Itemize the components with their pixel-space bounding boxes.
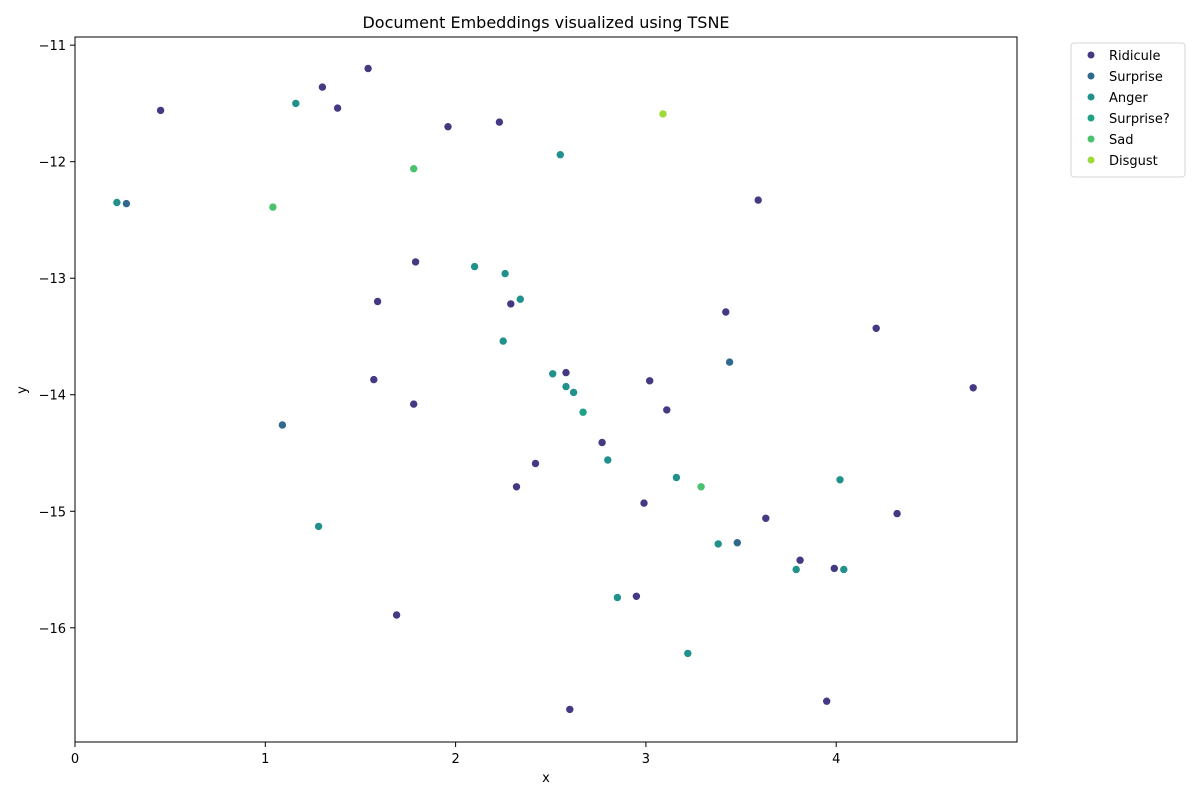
y-tick-label: −16	[39, 622, 66, 637]
legend-marker	[1087, 156, 1095, 164]
data-point	[112, 198, 122, 207]
x-tick-label: 3	[642, 752, 650, 767]
data-point	[639, 498, 649, 508]
legend-marker	[1087, 135, 1095, 143]
data-point	[725, 357, 734, 367]
data-point	[122, 199, 131, 208]
legend-label: Sad	[1109, 133, 1133, 148]
data-point	[156, 106, 165, 115]
data-point	[732, 538, 742, 548]
data-point	[753, 195, 763, 205]
series-anger	[112, 99, 849, 658]
plot-frame	[74, 36, 1018, 743]
axes: 0 1 2 3 4 −16 −15 −14 −13 −12 −11	[39, 36, 1018, 767]
data-point	[561, 382, 571, 391]
data-point	[333, 103, 342, 113]
data-point	[291, 99, 301, 108]
data-point	[443, 122, 453, 131]
series-surprise	[578, 407, 588, 417]
data-point	[318, 82, 327, 92]
data-point	[569, 388, 578, 397]
data-point	[892, 509, 902, 518]
data-point	[565, 705, 575, 714]
y-tick-label: −12	[39, 156, 66, 171]
data-point	[645, 376, 655, 386]
data-point	[531, 459, 540, 468]
data-point	[363, 64, 373, 73]
x-tick-label: 4	[832, 752, 840, 767]
series-disgust	[658, 109, 668, 119]
data-point	[613, 593, 622, 602]
data-point	[662, 405, 672, 415]
data-point	[506, 299, 516, 309]
y-tick-label: −11	[39, 39, 66, 54]
data-point	[795, 555, 805, 565]
data-point	[683, 649, 693, 658]
data-point	[829, 564, 839, 573]
data-point	[696, 482, 706, 492]
data-point	[373, 297, 382, 306]
x-axis-title: x	[542, 771, 550, 786]
data-point	[672, 473, 681, 482]
plot-area	[112, 64, 978, 714]
data-point	[515, 294, 525, 304]
legend-label: Ridicule	[1109, 49, 1161, 64]
data-point	[603, 455, 613, 465]
x-tick-label: 1	[261, 752, 269, 767]
data-point	[791, 565, 801, 574]
data-point	[498, 336, 508, 346]
data-point	[871, 323, 881, 333]
legend-marker	[1087, 72, 1095, 80]
data-point	[495, 117, 504, 127]
y-axis-title: y	[15, 386, 30, 394]
data-point	[314, 522, 323, 531]
data-point	[597, 438, 607, 447]
x-tick-label: 2	[451, 752, 459, 767]
data-point	[500, 269, 510, 278]
legend-marker	[1087, 51, 1095, 59]
data-point	[561, 368, 571, 377]
data-point	[713, 539, 723, 549]
data-point	[761, 513, 771, 523]
legend: Ridicule Surprise Anger Surprise? Sad Disgust	[1070, 42, 1186, 178]
data-point	[470, 262, 479, 271]
data-point	[409, 164, 419, 173]
data-point	[968, 383, 978, 393]
legend-marker	[1087, 114, 1095, 122]
data-point	[409, 399, 419, 409]
series-ridicule	[156, 64, 978, 714]
data-point	[548, 369, 558, 379]
y-tick-label: −13	[39, 272, 66, 287]
data-point	[392, 610, 401, 620]
series-surprise	[122, 199, 742, 548]
data-point	[278, 420, 287, 430]
y-tick-label: −14	[39, 389, 66, 404]
data-point	[835, 475, 845, 485]
chart-title: Document Embeddings visualized using TSN…	[362, 13, 729, 32]
legend-marker	[1087, 93, 1095, 101]
data-point	[578, 407, 588, 417]
data-point	[721, 307, 731, 317]
legend-box	[1070, 42, 1186, 178]
legend-label: Surprise?	[1109, 112, 1170, 127]
y-tick-label: −15	[39, 505, 66, 520]
data-point	[512, 482, 521, 492]
x-tick-label: 0	[71, 752, 79, 767]
data-point	[822, 696, 832, 706]
data-point	[369, 375, 379, 384]
data-point	[839, 565, 849, 574]
legend-label: Surprise	[1109, 70, 1163, 85]
data-point	[555, 150, 565, 159]
series-sad	[268, 164, 706, 492]
data-point	[632, 591, 641, 601]
legend-label: Disgust	[1109, 154, 1158, 169]
legend-label: Anger	[1109, 91, 1148, 106]
data-point	[411, 257, 420, 267]
data-point	[658, 109, 668, 119]
data-point	[268, 202, 278, 212]
